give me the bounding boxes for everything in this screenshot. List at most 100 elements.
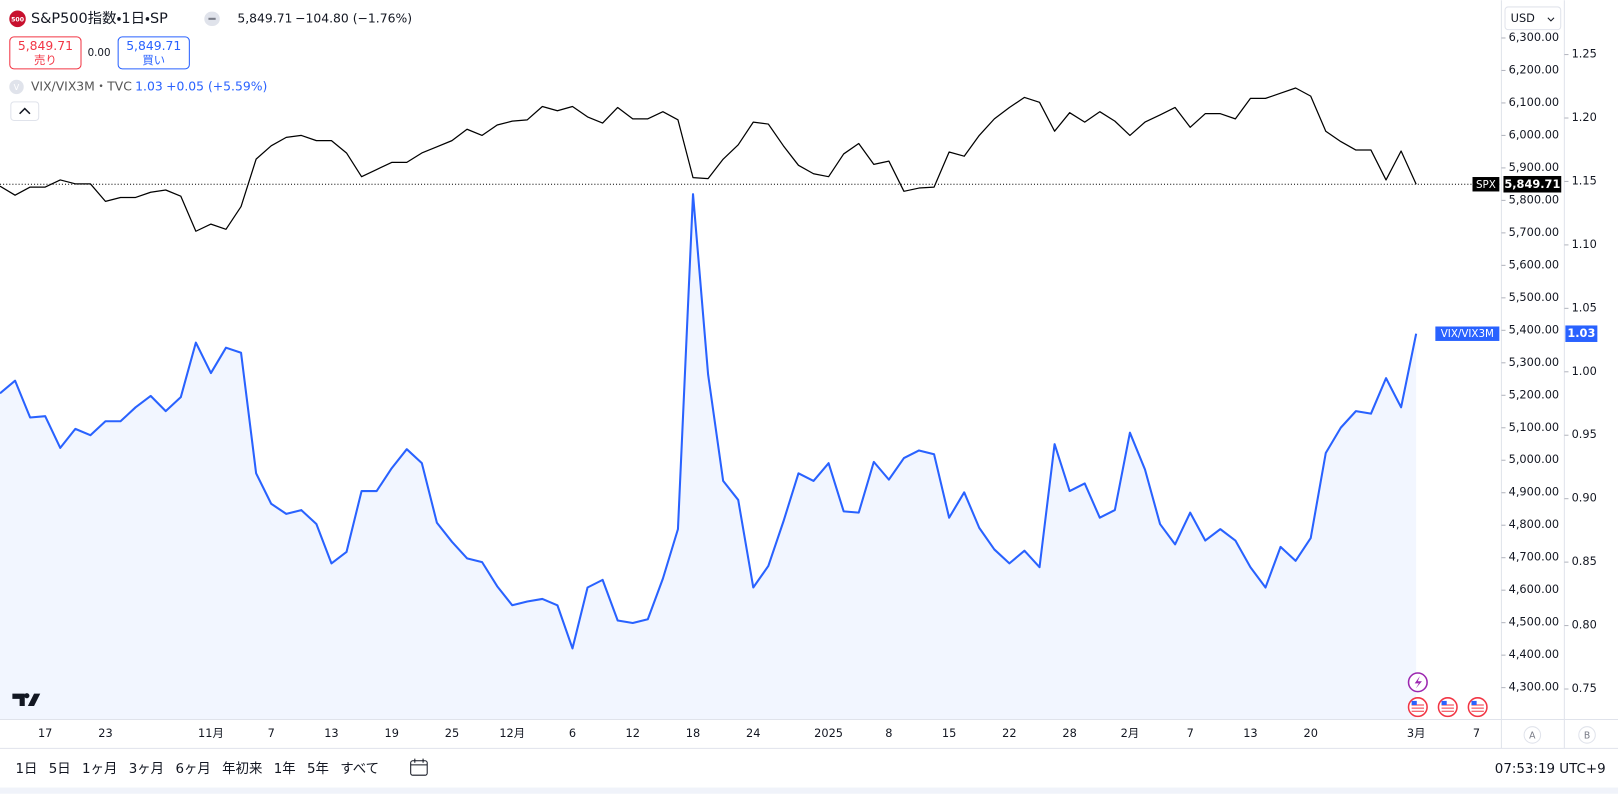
clock: 07:53:19 UTC+9 [1495, 762, 1606, 777]
x-tick-label: 7 [1473, 726, 1480, 740]
series-name-badge [1472, 177, 1500, 192]
x-tick-label: 28 [1062, 726, 1076, 740]
scale-button-label: A [1529, 730, 1536, 741]
y-tick-label: 6,300.00 [1509, 30, 1560, 44]
goto-date-icon[interactable] [410, 760, 428, 776]
y-tick-label: 5,300.00 [1509, 355, 1560, 369]
series-name-badge [1435, 326, 1500, 341]
collapse-button[interactable] [10, 101, 40, 121]
economic-events [1407, 697, 1488, 718]
compare-change: +0.05 (+5.59%) [166, 79, 267, 93]
x-tick-label: 8 [885, 726, 892, 740]
event-flag-canton [1411, 700, 1417, 706]
buy-label: 買い [142, 53, 165, 67]
y-tick-label: 5,500.00 [1509, 290, 1560, 304]
y-tick-label: 4,900.00 [1509, 485, 1560, 499]
event-flag[interactable] [1467, 697, 1488, 718]
series-line [0, 193, 1418, 650]
scale-button[interactable] [1578, 726, 1596, 744]
last-value-badge-text: 5,849.71 [1504, 177, 1560, 191]
y-tick-label: 5,700.00 [1509, 225, 1560, 239]
event-flag[interactable] [1437, 697, 1458, 718]
range-button[interactable]: 1ヶ月 [82, 762, 117, 777]
x-tick-label: 13 [324, 726, 338, 740]
x-tick-label: 15 [942, 726, 956, 740]
event-flag-stripes [1411, 704, 1484, 712]
symbol-logo-text: 500 [11, 16, 25, 23]
currency-caret [1547, 17, 1555, 22]
scale-button[interactable] [1523, 726, 1542, 744]
y2-tick-label: 0.80 [1572, 618, 1597, 632]
x-tick-label: 18 [686, 726, 700, 740]
x-tick-label: 22 [1002, 726, 1016, 740]
y-tick-label: 6,100.00 [1509, 95, 1560, 109]
series-area [0, 194, 1417, 720]
event-flag-canton [1441, 700, 1447, 706]
range-button[interactable]: 5日 [49, 762, 71, 777]
y-tick-label: 4,800.00 [1509, 517, 1560, 531]
y2-tick-label: 0.90 [1572, 491, 1597, 505]
spread: 0.00 [88, 47, 111, 59]
compare-symbol[interactable]: VIX/VIX3M・TVC [31, 79, 132, 93]
last-value-badge-text: 1.03 [1567, 326, 1595, 340]
x-tick-label: 7 [1187, 726, 1194, 740]
range-bar: 1日 5日 1ヶ月 3ヶ月 6ヶ月 年初来 1年 5年 すべて [15, 761, 379, 777]
y2-tick-label: 1.25 [1572, 47, 1597, 61]
symbol-logo [9, 10, 26, 28]
plot-area [0, 87, 1502, 720]
y-tick-label: 5,400.00 [1509, 322, 1560, 336]
x-tick-label: 3月 [1407, 726, 1426, 740]
compare-logo-text: V [14, 82, 20, 92]
range-button[interactable]: 6ヶ月 [175, 762, 210, 777]
y-tick-label: 4,300.00 [1509, 680, 1560, 694]
collapse-icon [19, 107, 31, 115]
tv-logo [12, 693, 41, 707]
y-tick-label: 4,700.00 [1509, 550, 1560, 564]
event-flag-canton [1471, 700, 1477, 706]
x-tick-label: 12月 [499, 726, 525, 740]
sell-button[interactable] [9, 36, 82, 70]
range-button[interactable]: 3ヶ月 [129, 762, 164, 777]
currency-button[interactable] [1504, 6, 1562, 31]
buy-button[interactable] [117, 36, 190, 70]
y2-tick-label: 1.15 [1572, 173, 1597, 187]
y2-tick-label: 0.95 [1572, 427, 1597, 441]
compare-value: 1.03 [135, 79, 163, 93]
y2-tick-label: 1.20 [1572, 110, 1597, 124]
quote-change: −104.80 (−1.76%) [295, 11, 412, 25]
y2-tick-label: 0.85 [1572, 554, 1597, 568]
y2-tick-label: 1.05 [1572, 300, 1597, 314]
y-tick-label: 4,400.00 [1509, 647, 1560, 661]
sell-price: 5,849.71 [18, 39, 73, 53]
y-tick-label: 6,000.00 [1509, 127, 1560, 141]
event-flag[interactable] [1407, 697, 1428, 718]
x-tick-label: 6 [569, 726, 576, 740]
x-tick-label: 7 [268, 726, 275, 740]
series-line [0, 87, 1417, 232]
x-tick-label: 19 [384, 726, 398, 740]
range-button[interactable]: 年初来 [222, 761, 262, 777]
y-tick-label: 4,500.00 [1509, 615, 1560, 629]
x-tick-label: 11月 [198, 726, 224, 740]
bottom-strip [0, 787, 1618, 794]
y-tick-label: 5,200.00 [1509, 387, 1560, 401]
y-tick-label: 5,000.00 [1509, 452, 1560, 466]
range-button[interactable]: 1日 [15, 762, 37, 777]
symbol-title[interactable]: S&P500指数・1日・SP [31, 10, 168, 27]
tv-logo-dot [24, 693, 30, 699]
x-tick-label: 23 [98, 726, 112, 740]
last-value-badge [1565, 325, 1598, 342]
x-tick-label: 12 [626, 726, 640, 740]
range-button[interactable]: すべて [340, 761, 379, 777]
compare-logo [9, 79, 24, 95]
y-tick-label: 5,600.00 [1509, 257, 1560, 271]
quote-last: 5,849.71 [237, 11, 292, 25]
y-tick-label: 5,900.00 [1509, 160, 1560, 174]
x-tick-label: 25 [445, 726, 459, 740]
buy-price: 5,849.71 [126, 39, 181, 53]
range-button[interactable]: 1年 [274, 761, 296, 777]
status-pill-dash [208, 17, 216, 20]
range-button[interactable]: 5年 [307, 761, 329, 777]
